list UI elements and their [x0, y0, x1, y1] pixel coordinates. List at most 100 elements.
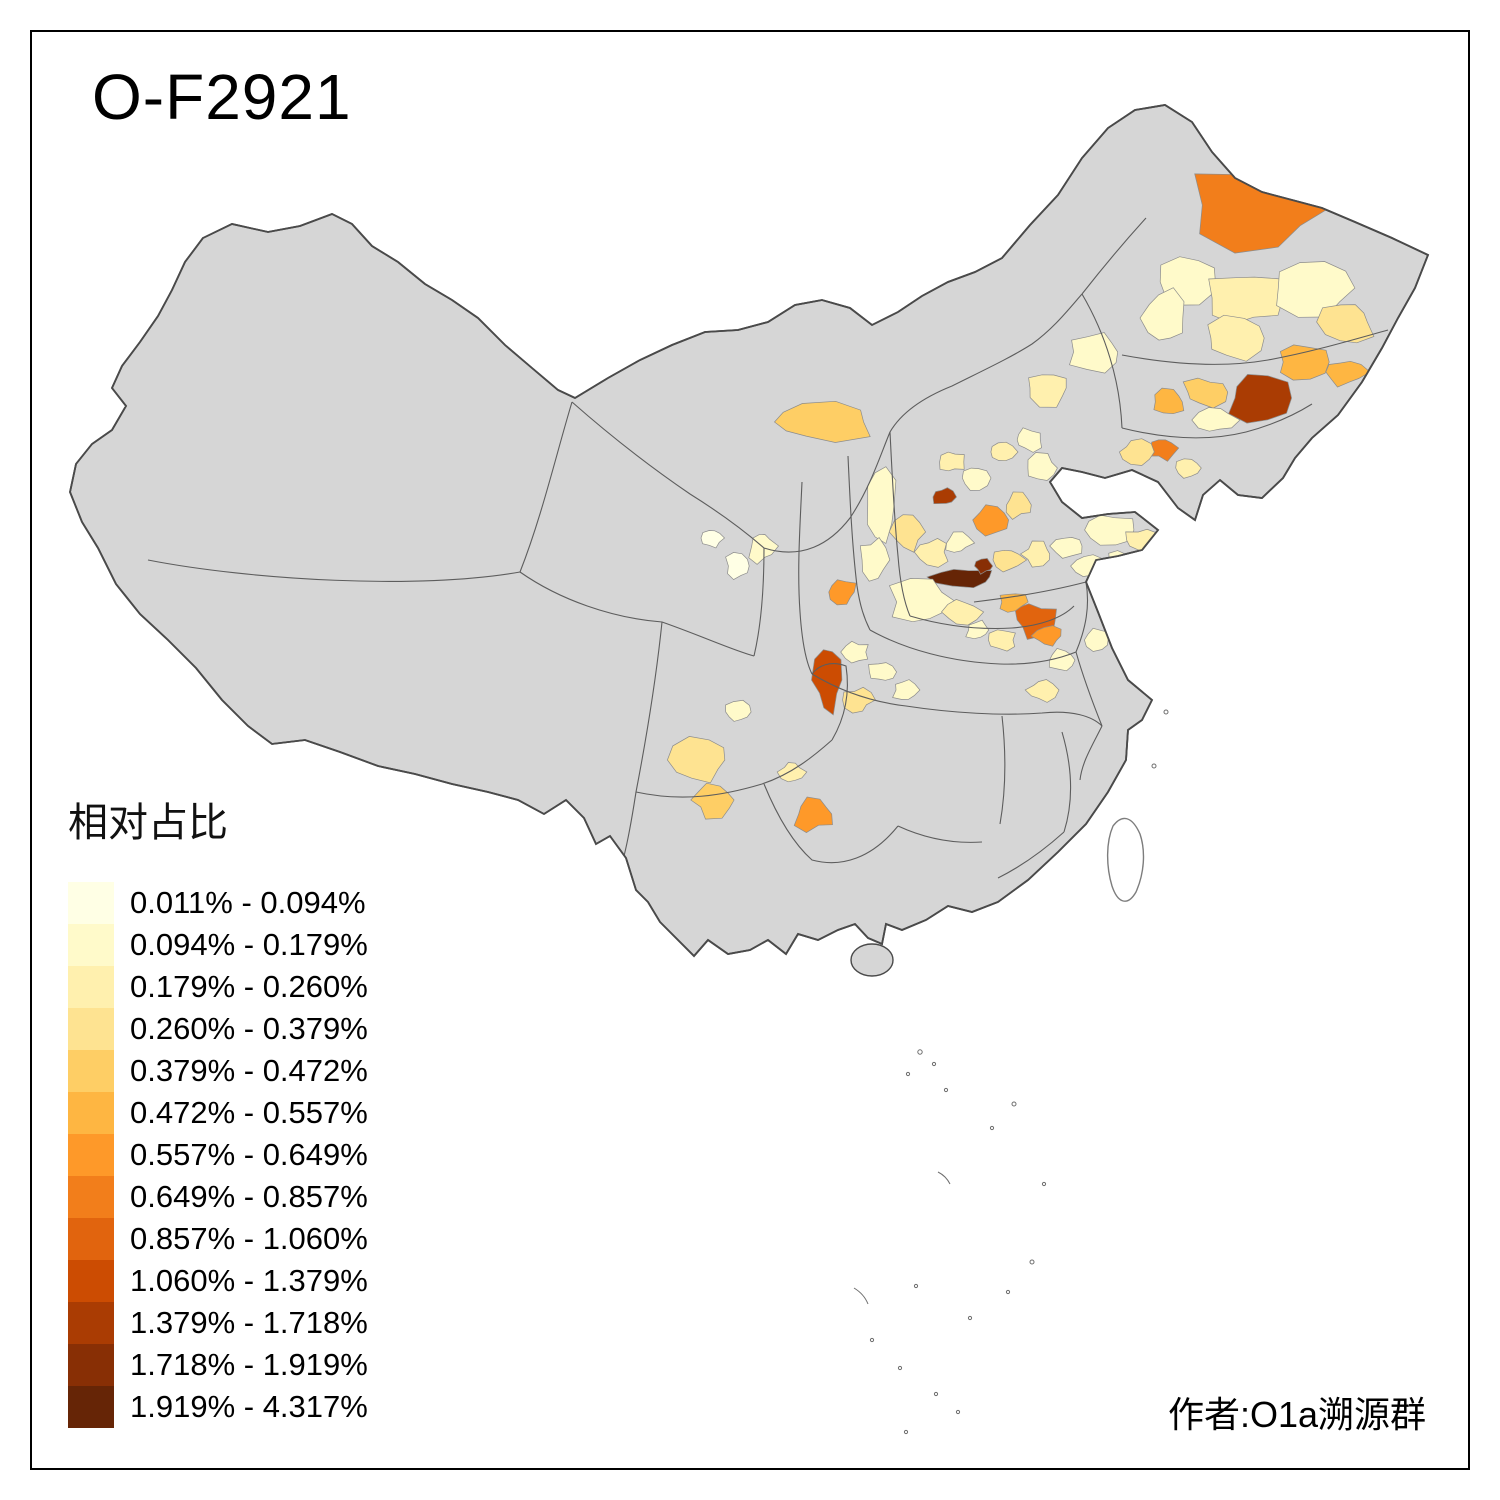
- island-dot: [1005, 1289, 1011, 1295]
- prefecture-region: [1106, 625, 1137, 642]
- prefecture-region: [926, 569, 993, 589]
- prefecture-region: [793, 796, 833, 834]
- prefecture-region: [842, 686, 876, 714]
- legend-row: 1.718% - 1.919%: [68, 1344, 368, 1386]
- legend-color-swatch: [68, 882, 114, 924]
- legend-bin-label: 1.718% - 1.919%: [130, 1347, 368, 1382]
- legend-color-swatch: [68, 1176, 114, 1218]
- prefecture-region: [945, 531, 976, 553]
- legend-row: 0.011% - 0.094%: [68, 882, 368, 924]
- prefecture-region: [776, 762, 808, 783]
- island-dot: [917, 1049, 923, 1055]
- prefecture-region: [1118, 438, 1155, 466]
- legend-bin-label: 0.857% - 1.060%: [130, 1221, 368, 1256]
- prefecture-region: [1279, 344, 1330, 381]
- legend-color-swatch: [68, 1092, 114, 1134]
- legend-bin-label: 1.060% - 1.379%: [130, 1263, 368, 1298]
- prefecture-region: [828, 579, 857, 606]
- legend-color-swatch: [68, 1050, 114, 1092]
- prefecture-region: [1182, 377, 1229, 409]
- prefecture-region: [1005, 491, 1032, 520]
- island-dot: [897, 1365, 903, 1371]
- legend-row: 0.557% - 0.649%: [68, 1134, 368, 1176]
- page-title: O-F2921: [92, 61, 352, 133]
- attribution-text: 作者:O1a溯源群: [1168, 1394, 1427, 1435]
- prefecture-region: [1024, 679, 1060, 703]
- prefecture-region: [1228, 374, 1292, 424]
- prefecture-region: [725, 699, 752, 722]
- prefecture-region: [941, 599, 985, 626]
- legend-bin-label: 0.260% - 0.379%: [130, 1011, 368, 1046]
- prefecture-region: [667, 736, 726, 784]
- legend-color-swatch: [68, 966, 114, 1008]
- legend-color-swatch: [68, 1260, 114, 1302]
- island-dot: [903, 1429, 909, 1435]
- prefecture-region: [990, 441, 1019, 462]
- prefecture-region: [1325, 360, 1371, 388]
- legend-bin-label: 0.557% - 0.649%: [130, 1137, 368, 1172]
- legend-color-swatch: [68, 1302, 114, 1344]
- prefecture-regions: [667, 159, 1375, 834]
- legend-row: 1.060% - 1.379%: [68, 1260, 368, 1302]
- island-dot: [1151, 763, 1157, 769]
- legend-row: 0.649% - 0.857%: [68, 1176, 368, 1218]
- prefecture-region: [913, 538, 949, 568]
- legend: 相对占比 0.011% - 0.094% 0.094% - 0.179% 0.179…: [68, 800, 368, 1428]
- prefecture-region: [1153, 387, 1185, 415]
- prefecture-region: [868, 662, 898, 681]
- legend-bin-label: 0.094% - 0.179%: [130, 927, 368, 962]
- legend-row: 0.179% - 0.260%: [68, 966, 368, 1008]
- taiwan-island: [1106, 817, 1145, 902]
- province-borders: [147, 217, 1389, 879]
- prefecture-region: [1069, 332, 1119, 374]
- hainan-island: [850, 943, 894, 977]
- legend-bin-label: 0.179% - 0.260%: [130, 969, 368, 1004]
- prefecture-region: [965, 619, 990, 640]
- legend-row: 1.919% - 4.317%: [68, 1386, 368, 1428]
- prefecture-region: [1175, 458, 1202, 479]
- prefecture-region: [972, 504, 1009, 537]
- legend-row: 1.379% - 1.718%: [68, 1302, 368, 1344]
- legend-row: 0.857% - 1.060%: [68, 1218, 368, 1260]
- prefecture-region: [1208, 276, 1284, 325]
- island-dot: [931, 1061, 937, 1067]
- prefecture-region: [1030, 625, 1062, 647]
- legend-row: 0.472% - 0.557%: [68, 1092, 368, 1134]
- prefecture-region: [867, 466, 897, 545]
- prefecture-region: [1049, 537, 1083, 559]
- prefecture-region: [725, 552, 750, 581]
- prefecture-region: [892, 679, 921, 700]
- mainland-outline: [69, 104, 1430, 958]
- prefecture-region: [1084, 514, 1135, 546]
- legend-bin-label: 1.379% - 1.718%: [130, 1305, 368, 1340]
- island-dot: [943, 1087, 949, 1093]
- island-dot: [933, 1391, 939, 1397]
- prefecture-region: [690, 782, 735, 820]
- prefecture-region: [1019, 540, 1051, 568]
- island-dot: [1011, 1101, 1017, 1107]
- island-dot: [1163, 709, 1169, 715]
- prefecture-region: [961, 467, 992, 491]
- island-dot: [967, 1315, 973, 1321]
- prefecture-region: [859, 536, 891, 582]
- legend-bin-label: 0.011% - 0.094%: [130, 885, 366, 920]
- island-dot: [913, 1283, 919, 1289]
- prefecture-region: [932, 487, 957, 505]
- legend-bin-label: 0.649% - 0.857%: [130, 1179, 368, 1214]
- legend-color-swatch: [68, 1218, 114, 1260]
- island-dot: [955, 1409, 961, 1415]
- legend-row: 0.379% - 0.472%: [68, 1050, 368, 1092]
- prefecture-region: [1027, 452, 1058, 481]
- legend-bin-label: 0.379% - 0.472%: [130, 1053, 368, 1088]
- legend-color-swatch: [68, 924, 114, 966]
- prefecture-region: [888, 514, 927, 553]
- prefecture-region: [939, 451, 965, 472]
- legend-bin-label: 1.919% - 4.317%: [130, 1389, 368, 1424]
- island-dot: [989, 1125, 995, 1131]
- island-dot: [1029, 1259, 1035, 1265]
- island-dot: [1041, 1181, 1047, 1187]
- prefecture-region: [700, 530, 726, 549]
- island-reef-arc: [853, 1287, 869, 1305]
